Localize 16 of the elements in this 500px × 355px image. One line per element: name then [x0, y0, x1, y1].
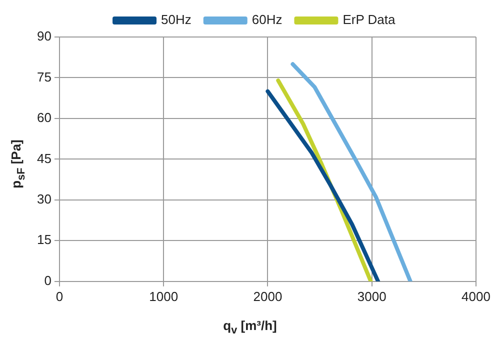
legend-label: 60Hz — [252, 12, 282, 28]
y-tick-label: 15 — [36, 232, 52, 248]
x-tick-label: 4000 — [462, 288, 490, 304]
y-tick-label: 90 — [36, 28, 52, 44]
x-tick-label: 2000 — [253, 288, 282, 304]
x-tick-label: 0 — [56, 288, 64, 304]
y-tick-label: 0 — [44, 272, 52, 288]
x-tick-label: 1000 — [149, 288, 178, 304]
x-axis-title: q$_{v}$ [m³/h] — [222, 318, 278, 337]
legend-label: 50Hz — [161, 12, 192, 28]
y-tick-label: 45 — [36, 150, 52, 166]
y-tick-label: 75 — [36, 69, 52, 84]
legend-label: ErP Data — [342, 12, 396, 28]
y-tick-label: 60 — [36, 110, 52, 126]
x-tick-label: 3000 — [357, 288, 386, 304]
y-tick-label: 30 — [36, 192, 52, 207]
